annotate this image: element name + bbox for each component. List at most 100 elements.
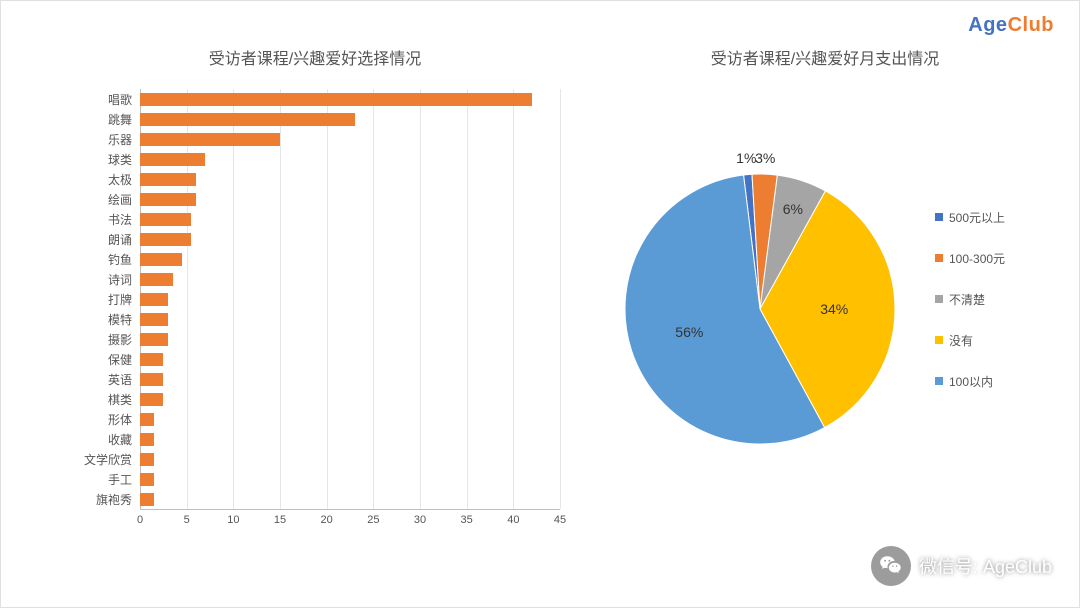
logo-part2: Club <box>1008 14 1054 36</box>
bar-chart-title: 受访者课程/兴趣爱好选择情况 <box>60 45 570 69</box>
bar-chart-plot: 唱歌跳舞乐器球类太极绘画书法朗诵钓鱼诗词打牌模特摄影保健英语棋类形体收藏文学欣赏… <box>60 89 570 539</box>
bar-track <box>140 413 560 426</box>
bar-fill <box>140 493 154 506</box>
bar-fill <box>140 233 191 246</box>
bar-fill <box>140 453 154 466</box>
legend-swatch <box>935 336 943 344</box>
bar-track <box>140 373 560 386</box>
legend-label: 100-300元 <box>949 250 1005 267</box>
bar-label: 太极 <box>60 171 140 188</box>
bar-row: 书法 <box>60 213 560 226</box>
bar-label: 打牌 <box>60 291 140 308</box>
bar-track <box>140 253 560 266</box>
bar-fill <box>140 413 154 426</box>
bar-label: 文学欣赏 <box>60 451 140 468</box>
bar-fill <box>140 213 191 226</box>
bar-track <box>140 133 560 146</box>
bar-label: 手工 <box>60 471 140 488</box>
x-tick: 40 <box>507 514 519 526</box>
bar-label: 收藏 <box>60 431 140 448</box>
legend-label: 没有 <box>949 332 973 349</box>
bar-chart-xaxis: 051015202530354045 <box>140 509 560 539</box>
bar-row: 绘画 <box>60 193 560 206</box>
bar-fill <box>140 173 196 186</box>
legend-swatch <box>935 213 943 221</box>
bar-track <box>140 313 560 326</box>
bar-fill <box>140 253 182 266</box>
wechat-icon <box>871 546 911 586</box>
x-tick: 30 <box>414 514 426 526</box>
bar-fill <box>140 93 532 106</box>
legend-swatch <box>935 295 943 303</box>
bar-track <box>140 113 560 126</box>
bar-fill <box>140 193 196 206</box>
legend-item: 500元以上 <box>935 209 1005 226</box>
pie-chart-legend: 500元以上100-300元不清楚没有100以内 <box>935 209 1005 390</box>
pie-chart: 受访者课程/兴趣爱好月支出情况 1%3%6%34%56% 500元以上100-3… <box>600 45 1050 555</box>
bar-fill <box>140 293 168 306</box>
logo-part1: Age <box>968 14 1007 36</box>
bar-label: 保健 <box>60 351 140 368</box>
bar-row: 太极 <box>60 173 560 186</box>
bar-label: 摄影 <box>60 331 140 348</box>
wechat-label: 微信号: AgeClub <box>919 553 1052 579</box>
legend-item: 100-300元 <box>935 250 1005 267</box>
bar-row: 旗袍秀 <box>60 493 560 506</box>
bar-track <box>140 433 560 446</box>
pie-chart-plot: 1%3%6%34%56% 500元以上100-300元不清楚没有100以内 <box>600 89 1050 509</box>
x-tick: 10 <box>227 514 239 526</box>
logo: AgeClub <box>968 14 1054 37</box>
wechat-overlay: 微信号: AgeClub <box>871 546 1052 586</box>
legend-item: 不清楚 <box>935 291 1005 308</box>
bar-fill <box>140 133 280 146</box>
bar-track <box>140 173 560 186</box>
bar-track <box>140 493 560 506</box>
legend-swatch <box>935 254 943 262</box>
bar-fill <box>140 433 154 446</box>
pie-slice-label: 1% <box>736 150 756 166</box>
legend-label: 500元以上 <box>949 209 1005 226</box>
x-tick: 15 <box>274 514 286 526</box>
bar-fill <box>140 153 205 166</box>
bar-chart: 受访者课程/兴趣爱好选择情况 唱歌跳舞乐器球类太极绘画书法朗诵钓鱼诗词打牌模特摄… <box>60 45 570 555</box>
bar-row: 手工 <box>60 473 560 486</box>
bar-label: 钓鱼 <box>60 251 140 268</box>
bar-label: 乐器 <box>60 131 140 148</box>
bar-row: 钓鱼 <box>60 253 560 266</box>
pie-chart-svg: 1%3%6%34%56% <box>610 149 910 449</box>
x-tick: 35 <box>461 514 473 526</box>
bar-row: 棋类 <box>60 393 560 406</box>
bar-row: 唱歌 <box>60 93 560 106</box>
bar-track <box>140 93 560 106</box>
legend-label: 不清楚 <box>949 291 985 308</box>
bar-row: 打牌 <box>60 293 560 306</box>
legend-item: 没有 <box>935 332 1005 349</box>
bar-fill <box>140 333 168 346</box>
bar-track <box>140 293 560 306</box>
bar-row: 文学欣赏 <box>60 453 560 466</box>
bar-track <box>140 213 560 226</box>
bar-fill <box>140 313 168 326</box>
x-tick: 25 <box>367 514 379 526</box>
bar-row: 模特 <box>60 313 560 326</box>
bar-track <box>140 473 560 486</box>
bar-label: 唱歌 <box>60 91 140 108</box>
bar-row: 乐器 <box>60 133 560 146</box>
bar-row: 诗词 <box>60 273 560 286</box>
bar-fill <box>140 273 173 286</box>
bar-track <box>140 453 560 466</box>
bar-track <box>140 153 560 166</box>
pie-slice-label: 6% <box>783 201 803 217</box>
bar-track <box>140 273 560 286</box>
bar-row: 形体 <box>60 413 560 426</box>
bar-fill <box>140 473 154 486</box>
bar-track <box>140 353 560 366</box>
bar-fill <box>140 393 163 406</box>
x-tick: 45 <box>554 514 566 526</box>
pie-slice-label: 3% <box>755 150 775 166</box>
bar-label: 朗诵 <box>60 231 140 248</box>
x-tick: 0 <box>137 514 143 526</box>
bar-fill <box>140 113 355 126</box>
bar-fill <box>140 353 163 366</box>
bar-row: 收藏 <box>60 433 560 446</box>
